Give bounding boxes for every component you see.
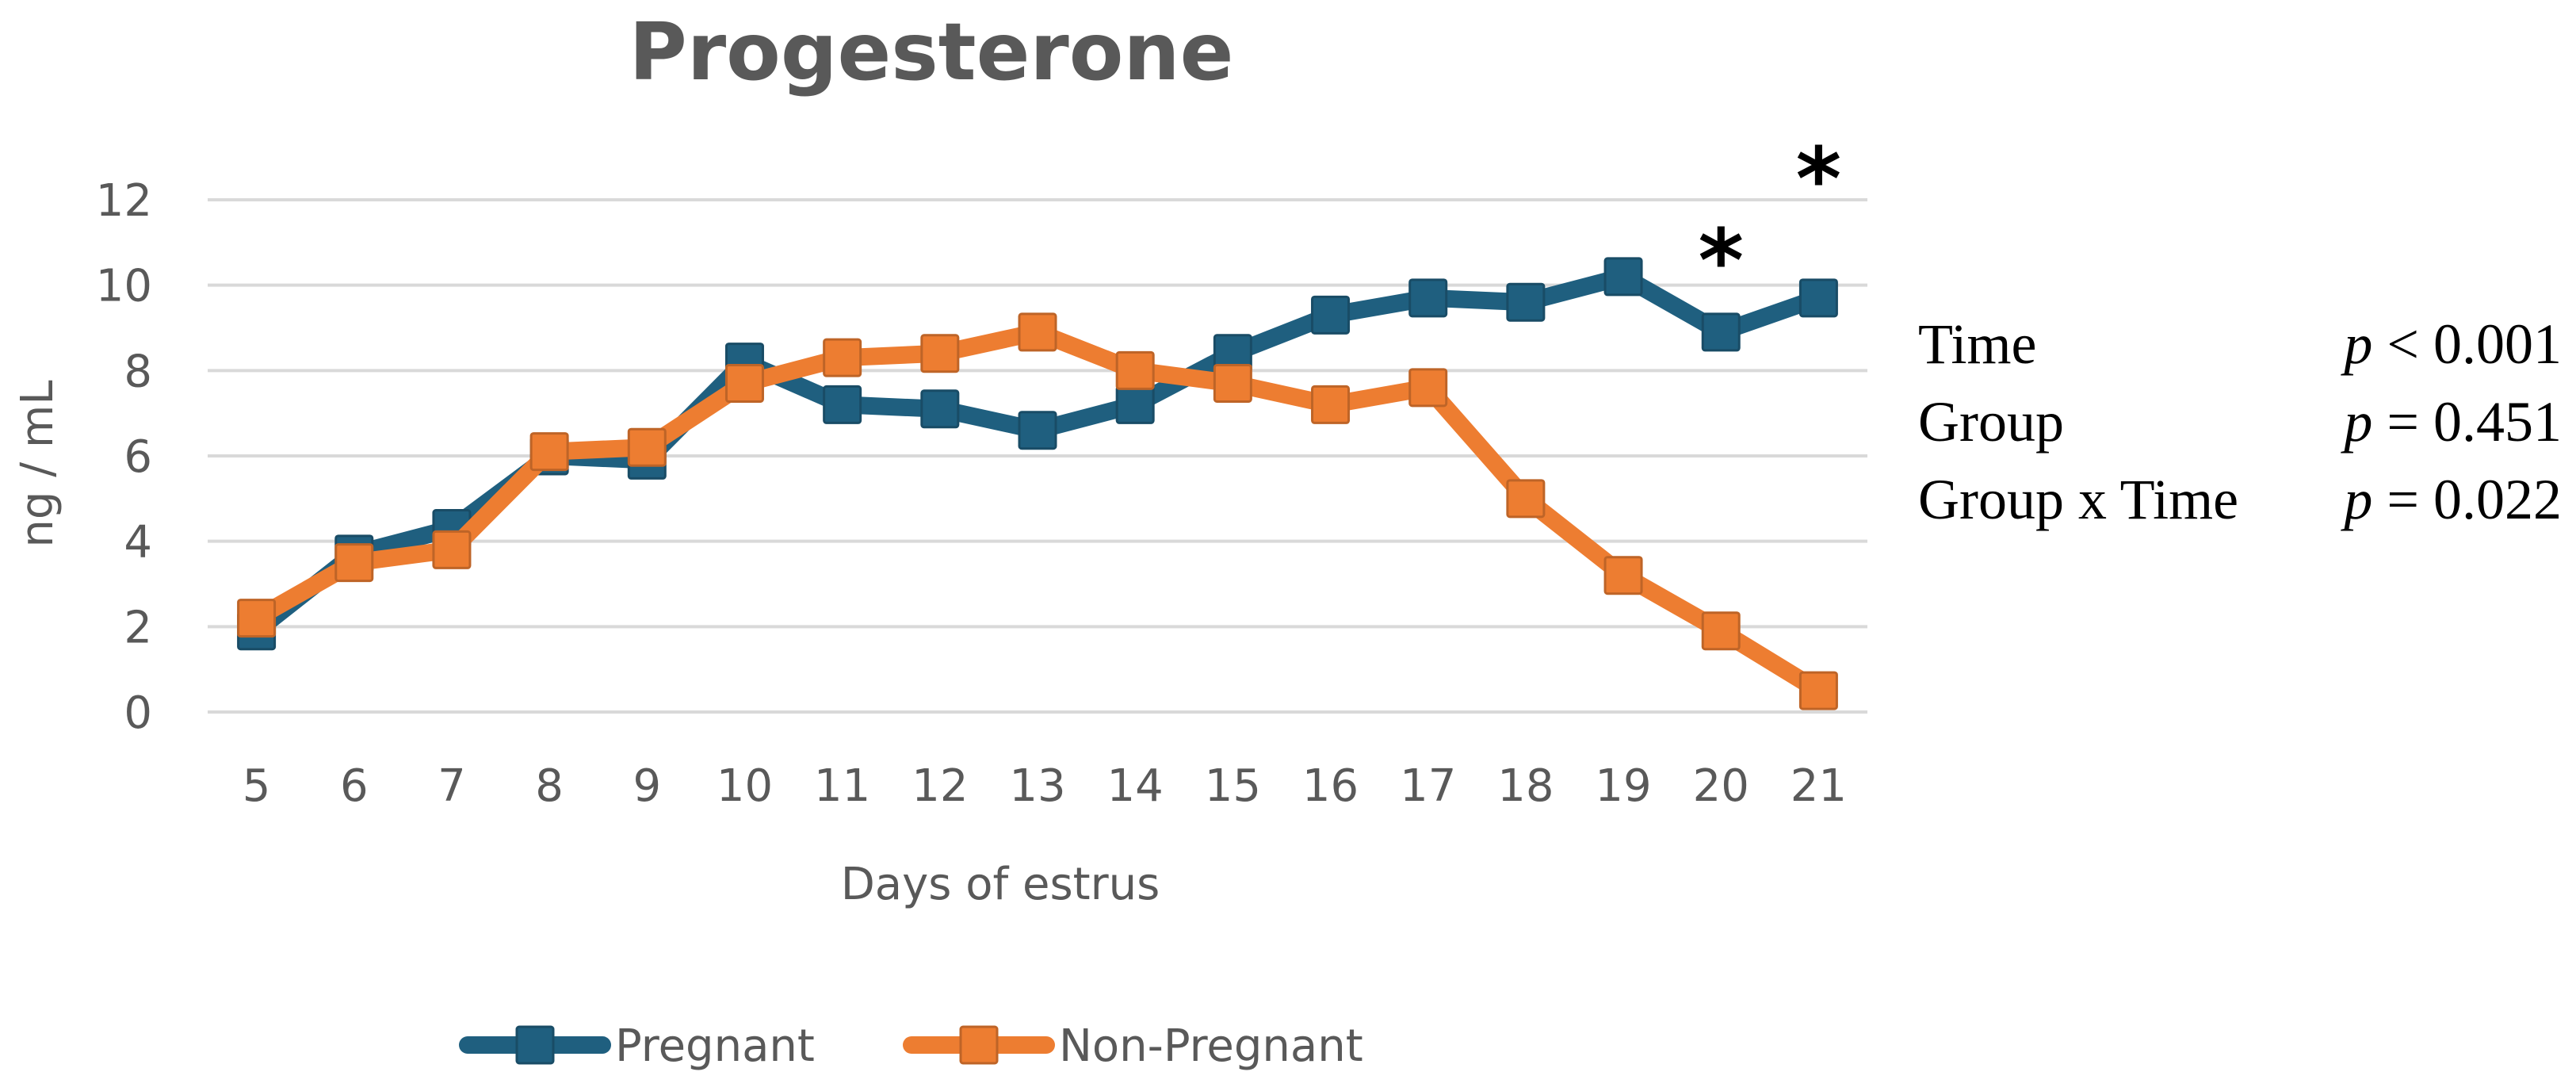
series-non-pregnant — [237, 312, 1838, 710]
data-point-marker — [1408, 278, 1448, 318]
x-tick-label: 6 — [340, 760, 369, 812]
data-point-marker — [920, 334, 960, 373]
y-tick-label: 4 — [124, 517, 152, 568]
stat-value: p < 0.001 — [2340, 312, 2562, 376]
data-point-marker — [1701, 611, 1741, 651]
data-point-marker — [1311, 385, 1351, 424]
legend-item: Pregnant — [459, 1020, 815, 1072]
x-tick-label: 19 — [1595, 760, 1651, 812]
data-point-marker — [1798, 671, 1838, 710]
y-tick-label: 0 — [124, 687, 152, 739]
data-point-marker — [823, 385, 862, 424]
x-axis-title: Days of estrus — [841, 859, 1160, 910]
data-point-marker — [823, 338, 862, 377]
data-point-marker — [432, 530, 472, 569]
stat-label: Time — [1918, 312, 2036, 376]
x-tick-label: 12 — [912, 760, 968, 812]
data-point-marker — [1506, 282, 1546, 322]
data-point-marker — [1018, 411, 1057, 450]
x-tick-label: 11 — [814, 760, 870, 812]
data-point-marker — [1603, 257, 1643, 297]
data-point-marker — [1798, 278, 1838, 318]
x-tick-label: 16 — [1302, 760, 1359, 812]
legend-marker — [959, 1025, 999, 1065]
stat-value: p = 0.022 — [2340, 468, 2562, 531]
data-point-marker — [334, 543, 374, 583]
y-axis-title: ng / mL — [12, 380, 63, 547]
data-point-marker — [237, 599, 277, 638]
significance-annotations: ** — [1698, 128, 1841, 312]
data-point-marker — [1603, 556, 1643, 595]
x-tick-label: 10 — [717, 760, 773, 812]
series-layer — [237, 257, 1838, 710]
series-line — [247, 323, 1828, 700]
data-point-marker — [1506, 479, 1546, 519]
x-tick-label: 15 — [1205, 760, 1261, 812]
data-point-marker — [1018, 312, 1057, 352]
x-tick-label: 18 — [1497, 760, 1554, 812]
statistics-panel: Time p < 0.001 Group p = 0.451 Group x Time p… — [1918, 312, 2562, 531]
data-point-marker — [627, 427, 667, 467]
y-tick-label: 2 — [124, 602, 152, 653]
y-tick-label: 12 — [96, 175, 152, 227]
x-tick-label: 14 — [1107, 760, 1164, 812]
data-point-marker — [1408, 368, 1448, 408]
data-point-marker — [1115, 350, 1155, 390]
y-tick-label: 6 — [124, 431, 152, 483]
data-point-marker — [1311, 295, 1351, 335]
x-tick-label: 21 — [1791, 760, 1847, 812]
legend-item: Non-Pregnant — [903, 1020, 1363, 1072]
y-tick-label: 8 — [124, 346, 152, 397]
data-point-marker — [1701, 312, 1741, 352]
x-tick-label: 20 — [1693, 760, 1749, 812]
chart-title: Progesterone — [629, 6, 1234, 98]
legend: Pregnant Non-Pregnant — [459, 1020, 1363, 1072]
x-tick-label: 5 — [243, 760, 271, 812]
significance-asterisk: * — [1796, 128, 1842, 230]
y-axis-ticks: 0 2 4 6 8 10 12 — [96, 175, 152, 739]
stat-label: Group x Time — [1918, 468, 2238, 531]
x-tick-label: 13 — [1009, 760, 1065, 812]
data-point-marker — [920, 389, 960, 429]
legend-marker — [515, 1025, 555, 1065]
x-tick-label: 17 — [1400, 760, 1456, 812]
x-axis-ticks: 5 6 7 8 9 10 11 12 13 14 15 16 17 18 19 20 21 — [243, 760, 1847, 812]
data-point-marker — [724, 363, 764, 403]
x-tick-label: 9 — [633, 760, 661, 812]
x-tick-label: 7 — [438, 760, 466, 812]
stat-label: Group — [1918, 390, 2064, 454]
x-tick-label: 8 — [535, 760, 564, 812]
gridlines — [208, 198, 1867, 714]
legend-label: Pregnant — [615, 1020, 815, 1072]
y-tick-label: 10 — [96, 261, 152, 312]
legend-label: Non-Pregnant — [1059, 1020, 1363, 1072]
data-point-marker — [1115, 385, 1155, 424]
significance-asterisk: * — [1698, 210, 1744, 312]
data-point-marker — [529, 432, 569, 472]
stat-value: p = 0.451 — [2340, 390, 2562, 454]
data-point-marker — [1213, 363, 1252, 403]
